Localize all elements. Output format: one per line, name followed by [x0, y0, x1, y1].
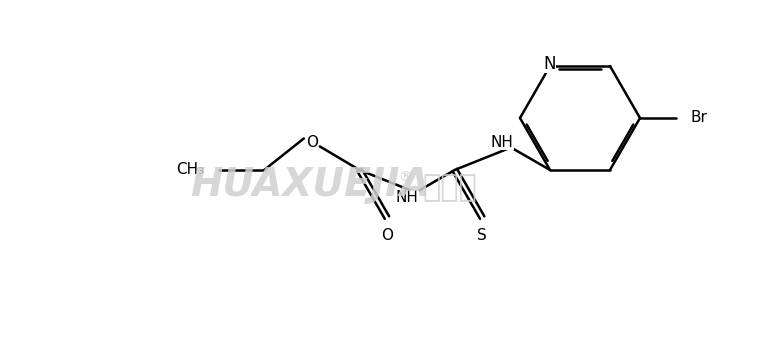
Text: O: O — [381, 227, 393, 242]
Text: ®: ® — [398, 171, 412, 185]
Text: NH: NH — [491, 135, 514, 150]
Text: Br: Br — [690, 110, 707, 126]
Text: CH₃: CH₃ — [176, 162, 204, 177]
Text: HUAXUEJIA: HUAXUEJIA — [190, 166, 430, 204]
Text: NH: NH — [396, 190, 419, 205]
Text: N: N — [543, 55, 556, 73]
Text: S: S — [477, 227, 487, 242]
Text: 化学加: 化学加 — [423, 173, 477, 203]
Text: O: O — [306, 135, 318, 150]
